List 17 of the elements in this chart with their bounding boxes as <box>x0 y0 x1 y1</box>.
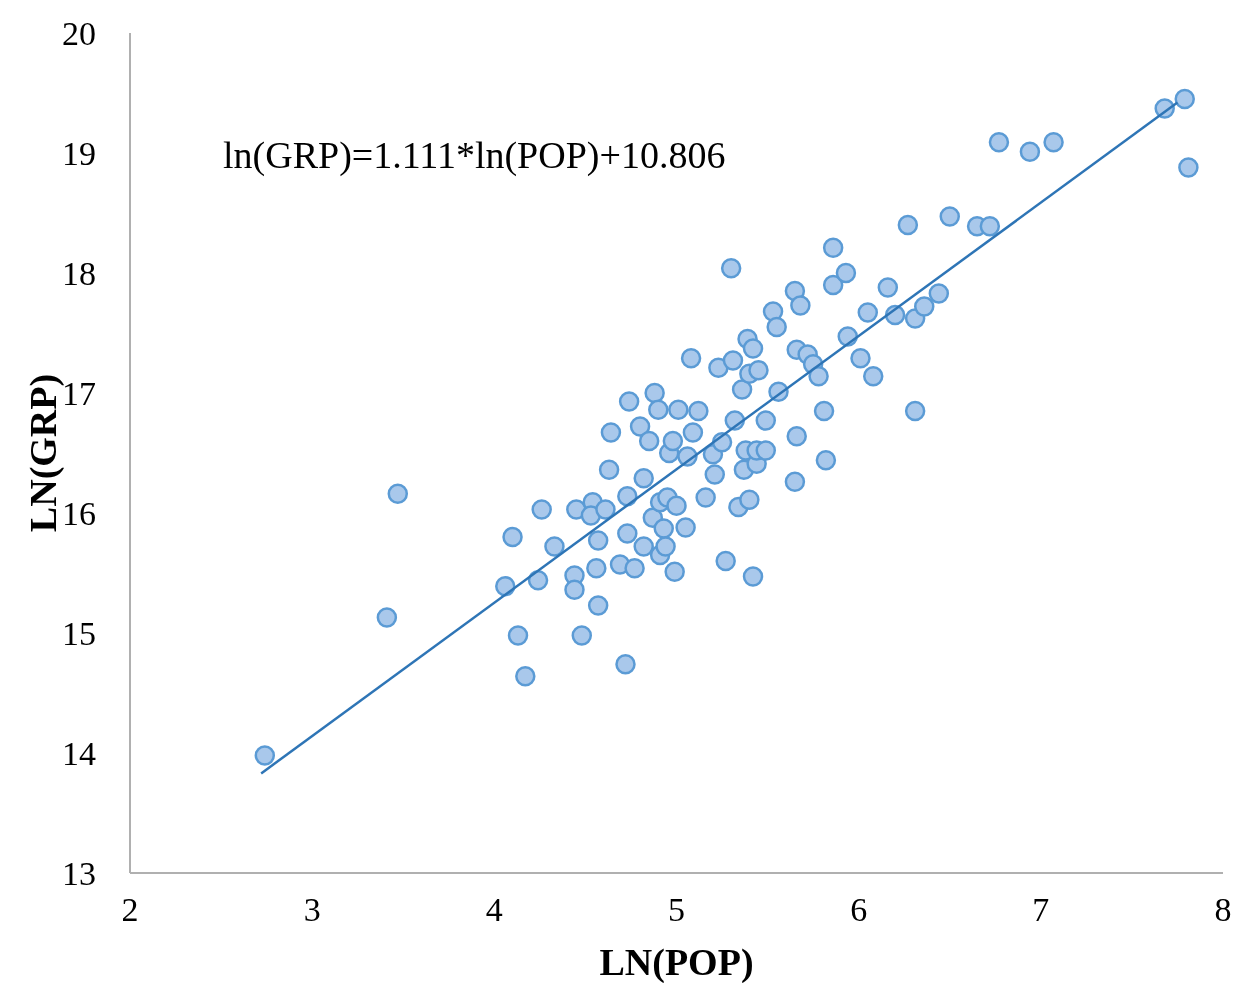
annotation: ln(GRP)=1.111*ln(POP)+10.806 <box>223 134 726 177</box>
y-tick-label: 20 <box>62 14 96 52</box>
y-tick-label: 13 <box>62 854 96 892</box>
y-tick-label: 15 <box>62 614 96 652</box>
x-tick-label: 5 <box>668 891 685 928</box>
x-axis-title: LN(POP) <box>599 941 754 984</box>
x-tick-label: 4 <box>485 891 503 928</box>
x-tick-label: 7 <box>1032 891 1050 928</box>
x-tick-label: 2 <box>121 891 139 928</box>
y-tick-label: 14 <box>62 734 96 772</box>
y-axis-title: LN(GRP) <box>22 373 65 533</box>
x-tick-label: 3 <box>303 891 321 928</box>
y-tick-label: 19 <box>62 134 96 172</box>
x-tick-label: 8 <box>1214 891 1232 928</box>
y-tick-label: 18 <box>62 254 96 292</box>
y-tick-label: 16 <box>62 494 96 532</box>
x-tick-label: 6 <box>850 891 868 928</box>
